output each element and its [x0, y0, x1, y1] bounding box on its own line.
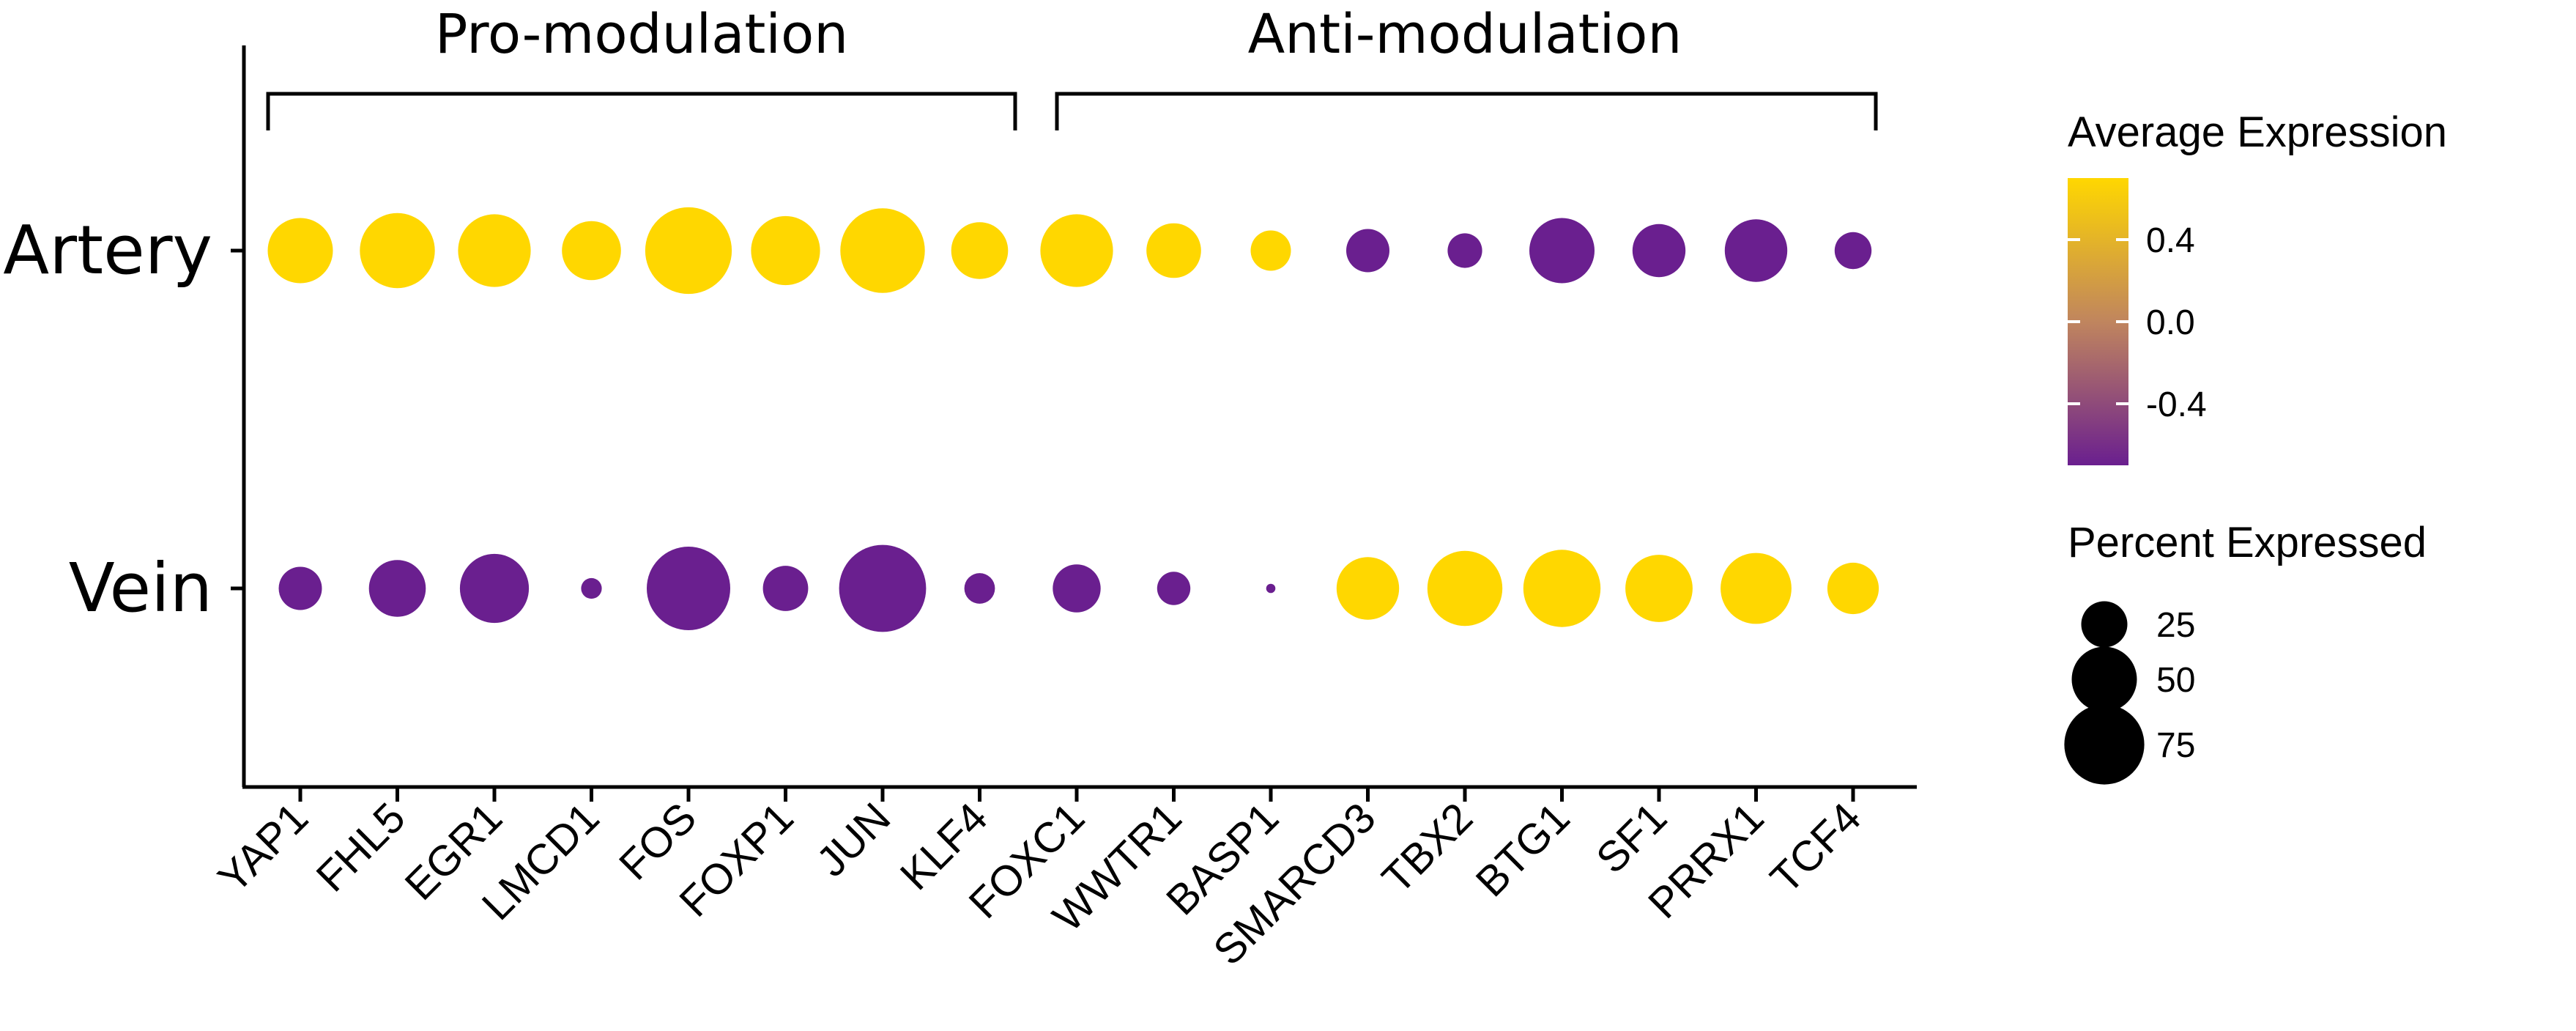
- dot-artery-fhl5: [360, 213, 435, 289]
- dot-vein-tbx2: [1427, 550, 1503, 627]
- group-brackets: Pro-modulation Anti-modulation: [266, 3, 1878, 130]
- dot-artery-foxc1: [1040, 214, 1113, 287]
- x-label-tcf4: TCF4: [1762, 794, 1870, 902]
- dot-vein-egr1: [459, 553, 530, 624]
- dot-artery-sf1: [1632, 223, 1686, 278]
- color-legend: Average Expression 0.4 0.0 -0.4: [2068, 108, 2447, 465]
- pro-modulation-bracket: [266, 92, 1017, 130]
- anti-modulation-bracket: [1055, 92, 1878, 130]
- color-tick-label-2: -0.4: [2146, 385, 2207, 424]
- size-legend-label-75: 75: [2156, 726, 2195, 765]
- x-label-jun: JUN: [807, 794, 899, 886]
- dot-artery-tcf4: [1834, 232, 1872, 270]
- size-legend-dot-25: [2081, 601, 2128, 648]
- dot-vein-fhl5: [368, 560, 426, 617]
- x-axis-ticks: [298, 787, 1855, 802]
- dot-artery-wwtr1: [1146, 223, 1201, 278]
- dot-vein-btg1: [1523, 550, 1601, 627]
- x-label-tbx2: TBX2: [1373, 794, 1482, 903]
- dot-vein-wwtr1: [1157, 572, 1191, 605]
- dot-artery-yap1: [267, 218, 333, 284]
- dots-layer: [267, 207, 1879, 632]
- anti-modulation-label: Anti-modulation: [1248, 3, 1682, 66]
- color-tick-label-1: 0.0: [2146, 303, 2195, 342]
- x-label-btg1: BTG1: [1467, 794, 1579, 906]
- axes: [242, 45, 1917, 789]
- color-tick-label-0: 0.4: [2146, 221, 2195, 260]
- dot-vein-basp1: [1266, 583, 1276, 594]
- color-legend-title: Average Expression: [2068, 108, 2447, 156]
- dot-vein-jun: [839, 544, 927, 632]
- row-label-artery: Artery: [3, 211, 212, 289]
- dot-artery-foxp1: [751, 215, 820, 286]
- size-legend: Percent Expressed 25 50 75: [2064, 519, 2427, 785]
- size-legend-label-25: 25: [2156, 606, 2195, 645]
- size-legend-dot-50: [2071, 646, 2137, 712]
- size-legend-title: Percent Expressed: [2068, 519, 2427, 566]
- dot-vein-foxp1: [762, 566, 809, 611]
- size-legend-label-50: 50: [2156, 661, 2195, 700]
- dot-vein-yap1: [278, 566, 322, 610]
- dot-vein-tcf4: [1827, 562, 1879, 615]
- dot-vein-fos: [647, 547, 730, 630]
- dot-artery-btg1: [1529, 218, 1595, 284]
- dot-artery-egr1: [458, 214, 531, 287]
- color-legend-ticks: 0.4 0.0 -0.4: [2068, 221, 2207, 424]
- dot-artery-prrx1: [1724, 219, 1788, 282]
- dot-vein-smarcd3: [1336, 557, 1400, 620]
- y-axis: Artery Vein: [3, 211, 244, 627]
- size-legend-items: 25 50 75: [2064, 601, 2195, 785]
- size-legend-dot-75: [2064, 704, 2145, 785]
- dot-artery-smarcd3: [1346, 229, 1389, 273]
- dot-vein-lmcd1: [581, 577, 602, 599]
- x-label-sf1: SF1: [1587, 794, 1676, 882]
- x-label-fhl5: FHL5: [307, 794, 414, 901]
- dot-artery-fos: [645, 207, 732, 295]
- x-label-yap1: YAP1: [209, 794, 317, 902]
- dot-artery-jun: [840, 208, 925, 293]
- row-label-vein: Vein: [69, 549, 212, 627]
- dot-artery-tbx2: [1447, 233, 1482, 268]
- dot-artery-lmcd1: [562, 221, 621, 281]
- dot-vein-klf4: [964, 573, 995, 604]
- pro-modulation-label: Pro-modulation: [435, 3, 848, 66]
- dot-vein-prrx1: [1721, 553, 1792, 624]
- dot-vein-foxc1: [1053, 564, 1101, 613]
- dot-artery-basp1: [1250, 230, 1291, 271]
- dot-vein-sf1: [1625, 555, 1693, 622]
- dot-artery-klf4: [951, 222, 1009, 279]
